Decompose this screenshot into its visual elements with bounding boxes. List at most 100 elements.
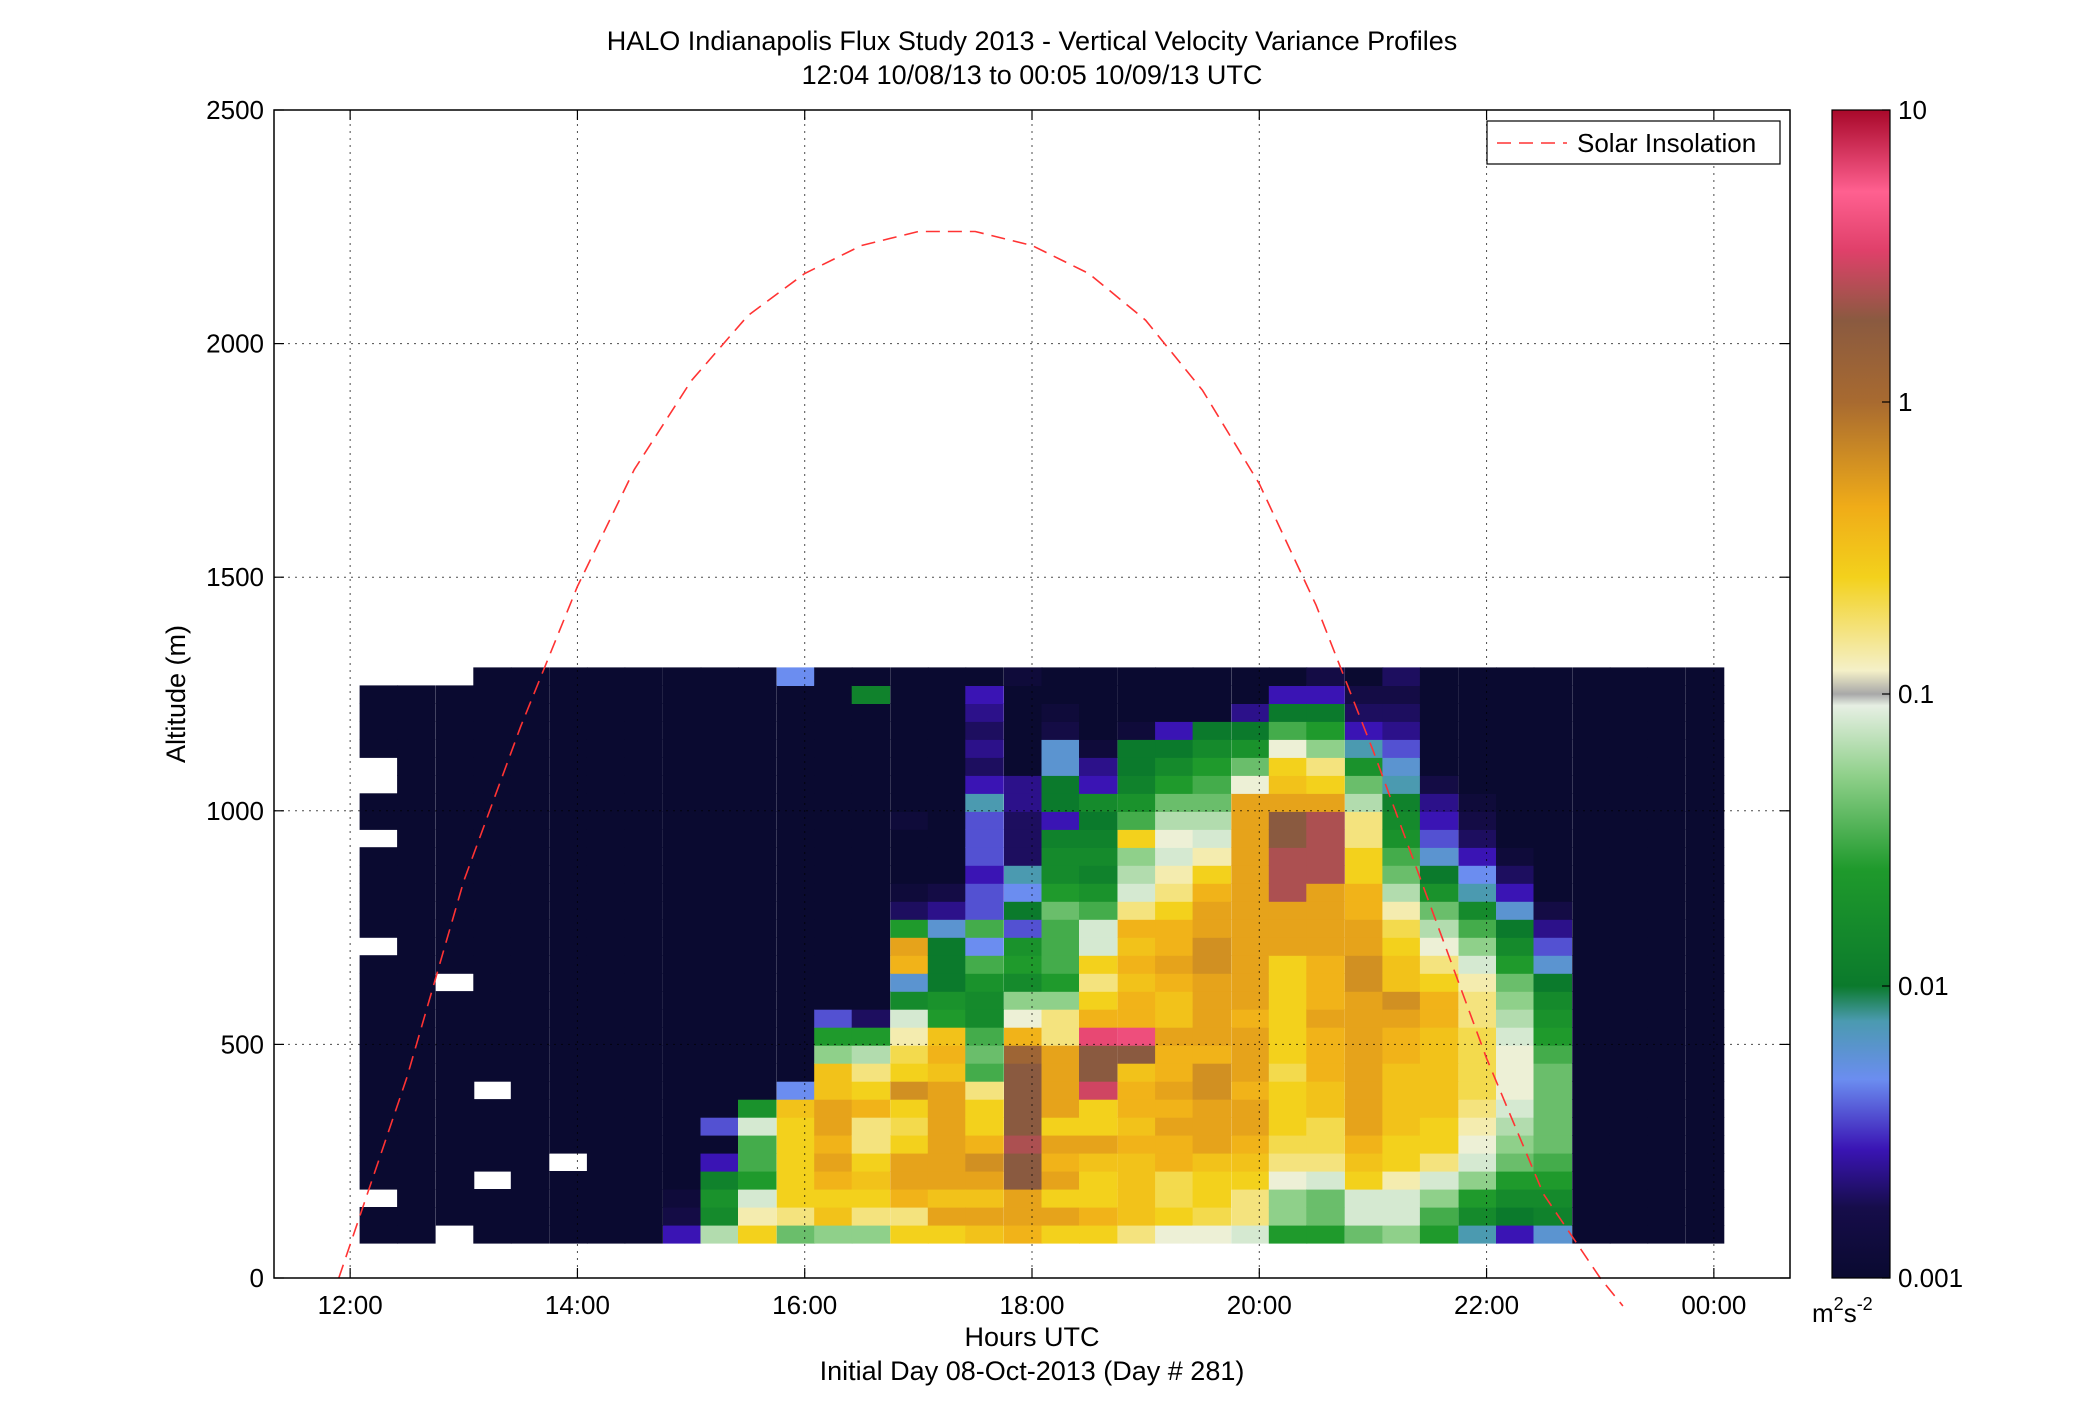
heatmap-cell [738, 1081, 777, 1100]
heatmap-cell [1155, 703, 1194, 722]
heatmap-cell [965, 1063, 1004, 1082]
heatmap-cell [1647, 1153, 1686, 1172]
heatmap-cell [890, 991, 929, 1010]
heatmap-cell [927, 1063, 967, 1082]
heatmap-cell [851, 739, 891, 758]
heatmap-cell [435, 721, 475, 740]
heatmap-cell [1268, 829, 1308, 848]
heatmap-cell [1382, 1189, 1421, 1208]
heatmap-cell [663, 667, 702, 686]
heatmap-cell [473, 721, 512, 740]
heatmap-cell [510, 919, 550, 938]
colorbar-tick-label: 10 [1898, 95, 1927, 125]
legend-solar-label: Solar Insolation [1577, 128, 1756, 158]
heatmap-cell [1572, 703, 1611, 722]
heatmap-cell [1496, 1135, 1535, 1154]
heatmap-cell [1155, 883, 1194, 902]
heatmap-cell [1496, 1171, 1535, 1190]
heatmap-cell [965, 1171, 1004, 1190]
heatmap-cell [1344, 793, 1384, 812]
heatmap-cell [1079, 703, 1118, 722]
heatmap-cell [1306, 865, 1345, 884]
heatmap-cell [549, 1171, 588, 1190]
heatmap-cell [700, 721, 739, 740]
heatmap-cell [1572, 685, 1611, 704]
heatmap-cell [814, 1045, 853, 1064]
heatmap-cell [927, 991, 967, 1010]
heatmap-cell [397, 1099, 436, 1118]
heatmap-cell [1647, 919, 1686, 938]
heatmap-cell [890, 1153, 929, 1172]
heatmap-cell [1609, 1027, 1649, 1046]
heatmap-cell [1192, 793, 1232, 812]
heatmap-cell [927, 811, 967, 830]
heatmap-cell [473, 1099, 512, 1118]
heatmap-cell [1609, 937, 1649, 956]
heatmap-cell [1458, 739, 1497, 758]
heatmap-cell [510, 721, 550, 740]
heatmap-cell [1419, 1225, 1459, 1244]
heatmap-cell [435, 1027, 475, 1046]
heatmap-cell [1609, 1081, 1649, 1100]
heatmap-cell [1306, 1009, 1345, 1028]
heatmap-cell [1268, 973, 1308, 992]
heatmap-cell [700, 937, 739, 956]
heatmap-cell [624, 667, 663, 686]
heatmap-cell [1306, 757, 1345, 776]
heatmap-cell [1306, 1189, 1345, 1208]
heatmap-cell [965, 1135, 1004, 1154]
heatmap-cell [397, 1117, 436, 1136]
heatmap-cell [1268, 919, 1308, 938]
heatmap-cell [1647, 757, 1686, 776]
heatmap-cell [624, 1171, 663, 1190]
heatmap-cell [1609, 991, 1649, 1010]
heatmap-cell [700, 811, 739, 830]
heatmap-cell [1306, 1081, 1345, 1100]
heatmap-cell [359, 1225, 399, 1244]
heatmap-cell [1609, 1117, 1649, 1136]
heatmap-cell [1117, 793, 1157, 812]
heatmap-cell [890, 667, 929, 686]
heatmap-cell [1004, 1009, 1043, 1028]
heatmap-cell [1533, 991, 1572, 1010]
heatmap-cell [1609, 703, 1649, 722]
heatmap-cell [359, 1171, 399, 1190]
heatmap-cell [851, 1099, 891, 1118]
heatmap-cell [700, 1027, 739, 1046]
heatmap-cell [1306, 1099, 1345, 1118]
heatmap-cell [927, 865, 967, 884]
heatmap-cell [738, 1225, 777, 1244]
heatmap-cell [663, 1153, 702, 1172]
heatmap-cell [1117, 1117, 1157, 1136]
heatmap-cell [1079, 1099, 1118, 1118]
heatmap-cell [890, 1189, 929, 1208]
heatmap-cell [1609, 757, 1649, 776]
heatmap-cell [1155, 973, 1194, 992]
colorbar-unit-text: m2s-2 [1812, 1294, 1873, 1328]
heatmap-cell [586, 1027, 626, 1046]
heatmap-cell [1344, 1189, 1384, 1208]
heatmap-cell [1268, 1135, 1308, 1154]
heatmap-cell [1344, 847, 1384, 866]
heatmap-cell [965, 667, 1004, 686]
heatmap-cell [624, 991, 663, 1010]
heatmap-cell [1458, 1009, 1497, 1028]
heatmap-cell [1004, 667, 1043, 686]
heatmap-cell [890, 757, 929, 776]
heatmap-cell [738, 757, 777, 776]
heatmap-cell [1192, 703, 1232, 722]
heatmap-cell [965, 1099, 1004, 1118]
x-tick-label: 00:00 [1681, 1290, 1746, 1320]
heatmap-cell [1609, 1171, 1649, 1190]
heatmap-cell [851, 685, 891, 704]
heatmap-cell [927, 937, 967, 956]
heatmap-cell [738, 1135, 777, 1154]
heatmap-cell [927, 955, 967, 974]
heatmap-cell [1117, 955, 1157, 974]
heatmap-cell [510, 775, 550, 794]
x-tick-label: 18:00 [999, 1290, 1064, 1320]
heatmap-cell [738, 865, 777, 884]
heatmap-cell [776, 991, 816, 1010]
heatmap-cell [1079, 1207, 1118, 1226]
heatmap-cell [1685, 883, 1725, 902]
